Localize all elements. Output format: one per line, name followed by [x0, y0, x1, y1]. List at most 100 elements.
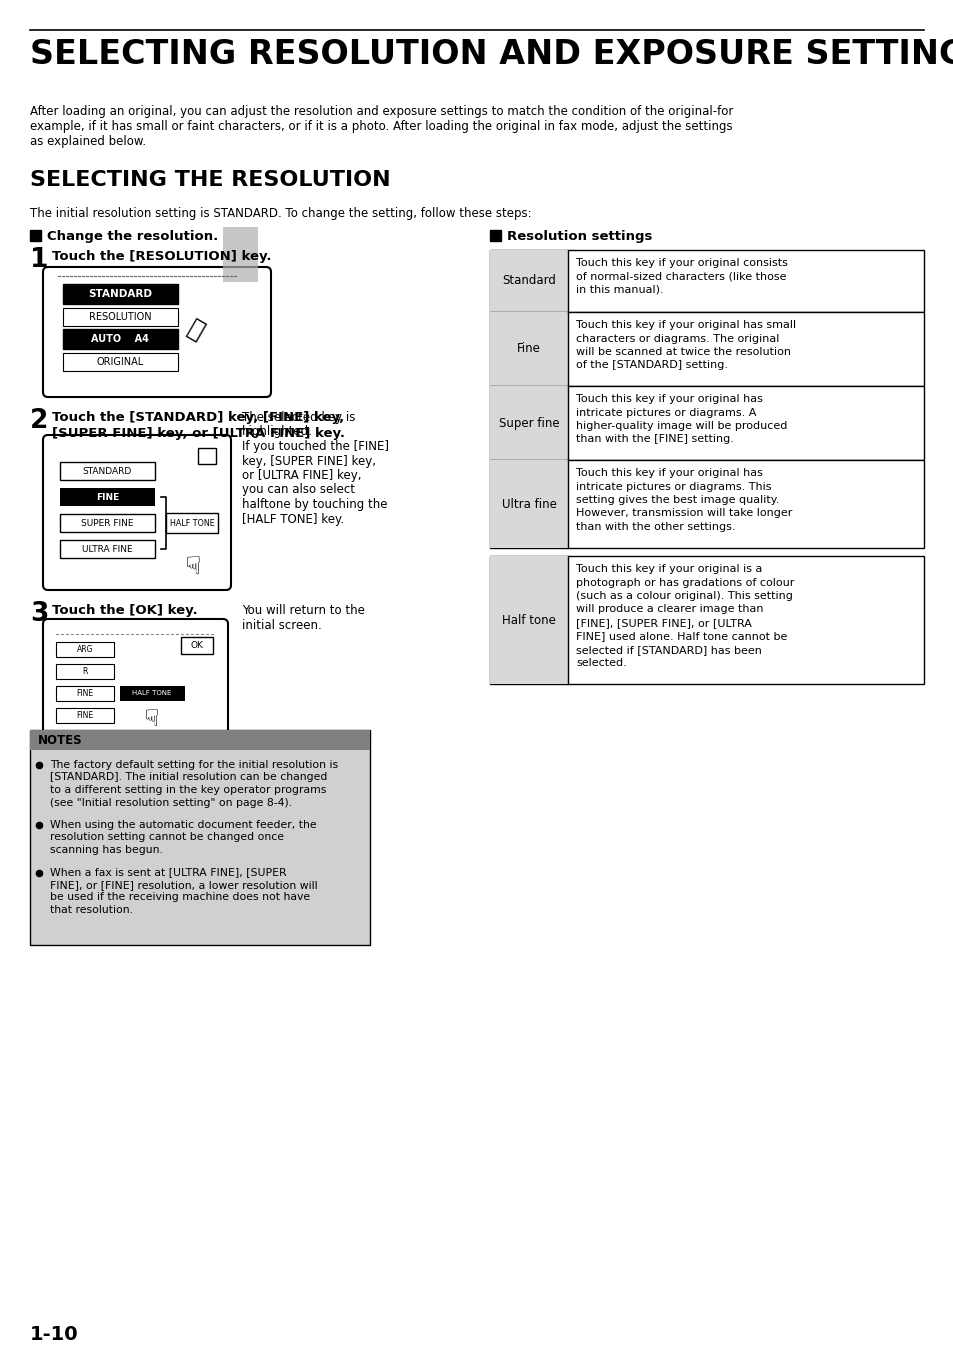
Text: FINE: FINE — [76, 711, 93, 720]
Text: The initial resolution setting is STANDARD. To change the setting, follow these : The initial resolution setting is STANDA… — [30, 207, 531, 220]
Text: However, transmission will take longer: However, transmission will take longer — [576, 508, 792, 519]
Bar — [63, 308, 178, 326]
Text: will produce a clearer image than: will produce a clearer image than — [576, 604, 762, 615]
Text: The factory default setting for the initial resolution is: The factory default setting for the init… — [50, 761, 337, 770]
Bar — [490, 230, 500, 240]
Text: than with the other settings.: than with the other settings. — [576, 521, 735, 532]
Bar — [60, 488, 154, 507]
Text: (see "Initial resolution setting" on page 8-4).: (see "Initial resolution setting" on pag… — [50, 797, 292, 808]
Bar — [56, 663, 113, 680]
Bar — [60, 540, 154, 558]
Bar — [490, 557, 567, 684]
Text: RESOLUTION: RESOLUTION — [89, 312, 152, 322]
Text: Fine: Fine — [517, 343, 540, 355]
Text: When using the automatic document feeder, the: When using the automatic document feeder… — [50, 820, 316, 830]
Text: FINE] used alone. Half tone cannot be: FINE] used alone. Half tone cannot be — [576, 631, 786, 642]
Text: initial screen.: initial screen. — [242, 619, 321, 632]
Text: FINE: FINE — [76, 689, 93, 697]
Bar — [60, 513, 154, 532]
Text: resolution setting cannot be changed once: resolution setting cannot be changed onc… — [50, 832, 284, 843]
Text: [STANDARD]. The initial resolution can be changed: [STANDARD]. The initial resolution can b… — [50, 773, 327, 782]
Text: Touch the [STANDARD] key, [FINE] key,: Touch the [STANDARD] key, [FINE] key, — [52, 411, 344, 424]
Text: or [ULTRA FINE] key,: or [ULTRA FINE] key, — [242, 469, 361, 482]
Text: Touch this key if your original has small: Touch this key if your original has smal… — [576, 320, 796, 330]
FancyBboxPatch shape — [43, 267, 271, 397]
Text: SELECTING RESOLUTION AND EXPOSURE SETTINGS: SELECTING RESOLUTION AND EXPOSURE SETTIN… — [30, 38, 953, 72]
Bar — [490, 312, 567, 386]
Text: ORIGINAL: ORIGINAL — [96, 357, 144, 367]
Bar — [490, 312, 923, 386]
Text: Resolution settings: Resolution settings — [506, 230, 652, 243]
Text: be used if the receiving machine does not have: be used if the receiving machine does no… — [50, 893, 310, 902]
Text: you can also select: you can also select — [242, 484, 355, 497]
Text: AUTO    A4: AUTO A4 — [91, 334, 149, 345]
Bar — [490, 250, 567, 312]
Text: ☞: ☞ — [175, 555, 200, 577]
Bar — [30, 730, 370, 750]
Bar — [120, 686, 185, 701]
Bar — [30, 230, 41, 240]
Text: of normal-sized characters (like those: of normal-sized characters (like those — [576, 272, 785, 281]
Text: intricate pictures or diagrams. A: intricate pictures or diagrams. A — [576, 408, 756, 417]
Text: will be scanned at twice the resolution: will be scanned at twice the resolution — [576, 347, 790, 357]
Bar — [490, 557, 923, 684]
Text: Touch the [RESOLUTION] key.: Touch the [RESOLUTION] key. — [52, 250, 272, 263]
Bar — [490, 386, 567, 459]
Text: HALF TONE: HALF TONE — [170, 519, 214, 527]
Bar — [198, 449, 215, 463]
Bar — [30, 730, 370, 944]
Text: FINE: FINE — [95, 493, 119, 501]
Text: characters or diagrams. The original: characters or diagrams. The original — [576, 334, 779, 343]
Text: that resolution.: that resolution. — [50, 905, 132, 915]
Text: FINE], or [FINE] resolution, a lower resolution will: FINE], or [FINE] resolution, a lower res… — [50, 880, 317, 890]
Text: (such as a colour original). This setting: (such as a colour original). This settin… — [576, 590, 792, 601]
Bar — [166, 513, 218, 534]
Bar — [63, 330, 178, 349]
Text: SUPER FINE: SUPER FINE — [81, 519, 133, 527]
Text: than with the [FINE] setting.: than with the [FINE] setting. — [576, 435, 733, 444]
Text: 3: 3 — [30, 601, 49, 627]
Text: scanning has begun.: scanning has begun. — [50, 844, 163, 855]
Text: 2: 2 — [30, 408, 49, 434]
Bar — [490, 386, 923, 459]
Text: OK: OK — [191, 640, 203, 650]
Text: highlighted.: highlighted. — [242, 426, 313, 439]
Text: photograph or has gradations of colour: photograph or has gradations of colour — [576, 577, 794, 588]
Bar — [181, 638, 213, 654]
Text: STANDARD: STANDARD — [83, 466, 132, 476]
Text: setting gives the best image quality.: setting gives the best image quality. — [576, 494, 779, 505]
Text: Change the resolution.: Change the resolution. — [47, 230, 218, 243]
Text: R: R — [82, 666, 88, 676]
Text: as explained below.: as explained below. — [30, 135, 146, 149]
Bar — [60, 462, 154, 480]
Text: ULTRA FINE: ULTRA FINE — [82, 544, 132, 554]
Text: The selected key is: The selected key is — [242, 411, 355, 424]
Text: 1-10: 1-10 — [30, 1325, 78, 1344]
FancyBboxPatch shape — [43, 435, 231, 590]
Text: example, if it has small or faint characters, or if it is a photo. After loading: example, if it has small or faint charac… — [30, 120, 732, 132]
Text: Standard: Standard — [501, 274, 556, 288]
Text: ☞: ☞ — [136, 708, 160, 730]
Text: key, [SUPER FINE] key,: key, [SUPER FINE] key, — [242, 454, 375, 467]
Text: 1: 1 — [30, 247, 49, 273]
Text: Touch this key if your original is a: Touch this key if your original is a — [576, 563, 761, 574]
Text: When a fax is sent at [ULTRA FINE], [SUPER: When a fax is sent at [ULTRA FINE], [SUP… — [50, 867, 286, 878]
Text: Half tone: Half tone — [501, 613, 556, 627]
Text: Touch the [OK] key.: Touch the [OK] key. — [52, 604, 197, 617]
Text: intricate pictures or diagrams. This: intricate pictures or diagrams. This — [576, 481, 771, 492]
Text: selected if [STANDARD] has been: selected if [STANDARD] has been — [576, 644, 761, 655]
Text: You will return to the: You will return to the — [242, 604, 364, 617]
Text: NOTES: NOTES — [38, 734, 83, 747]
Text: [SUPER FINE] key, or [ULTRA FINE] key.: [SUPER FINE] key, or [ULTRA FINE] key. — [52, 427, 345, 440]
Text: Touch this key if your original has: Touch this key if your original has — [576, 467, 762, 478]
Text: higher-quality image will be produced: higher-quality image will be produced — [576, 422, 786, 431]
Text: After loading an original, you can adjust the resolution and exposure settings t: After loading an original, you can adjus… — [30, 105, 733, 118]
Bar — [490, 459, 923, 549]
Text: selected.: selected. — [576, 658, 626, 669]
Text: of the [STANDARD] setting.: of the [STANDARD] setting. — [576, 361, 727, 370]
Text: SELECTING THE RESOLUTION: SELECTING THE RESOLUTION — [30, 170, 390, 190]
Text: Super fine: Super fine — [498, 416, 558, 430]
Text: Touch this key if your original consists: Touch this key if your original consists — [576, 258, 787, 267]
Bar — [223, 227, 257, 282]
Bar — [56, 708, 113, 723]
